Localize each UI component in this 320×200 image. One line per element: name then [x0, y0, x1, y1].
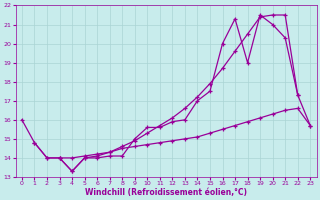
X-axis label: Windchill (Refroidissement éolien,°C): Windchill (Refroidissement éolien,°C) [85, 188, 247, 197]
